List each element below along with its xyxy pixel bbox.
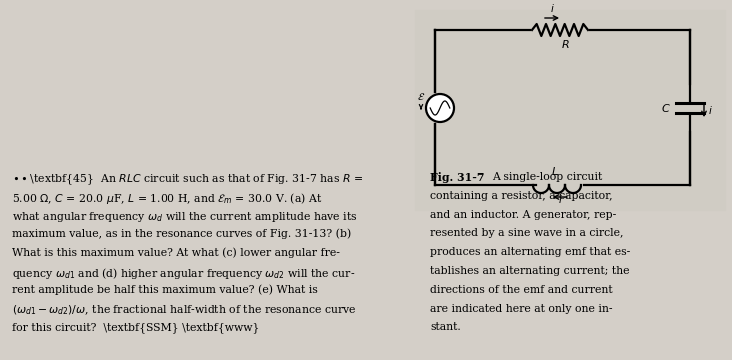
Circle shape — [426, 94, 454, 122]
Text: $\bullet\bullet$\textbf{45}  An $RLC$ circuit such as that of Fig. 31-7 has $R$ : $\bullet\bullet$\textbf{45} An $RLC$ cir… — [12, 172, 363, 186]
Text: $R$: $R$ — [561, 38, 569, 50]
Text: What is this maximum value? At what (c) lower angular fre-: What is this maximum value? At what (c) … — [12, 247, 340, 258]
Text: and an inductor. A generator, rep-: and an inductor. A generator, rep- — [430, 210, 616, 220]
Text: $i$: $i$ — [550, 2, 554, 14]
Text: $i$: $i$ — [708, 104, 713, 116]
Text: $L$: $L$ — [551, 165, 559, 177]
Text: $i$: $i$ — [558, 193, 562, 205]
Text: $C$: $C$ — [661, 102, 671, 114]
Text: for this circuit?  \textbf{SSM} \textbf{www}: for this circuit? \textbf{SSM} \textbf{w… — [12, 323, 259, 333]
Text: produces an alternating emf that es-: produces an alternating emf that es- — [430, 247, 630, 257]
Text: $\mathcal{E}$: $\mathcal{E}$ — [417, 91, 425, 102]
Text: stant.: stant. — [430, 323, 460, 332]
Bar — [415, 10, 725, 210]
Text: maximum value, as in the resonance curves of Fig. 31-13? (b): maximum value, as in the resonance curve… — [12, 228, 351, 239]
Text: directions of the emf and current: directions of the emf and current — [430, 285, 613, 295]
Text: A single-loop circuit: A single-loop circuit — [492, 172, 602, 182]
Text: what angular frequency $\omega_d$ will the current amplitude have its: what angular frequency $\omega_d$ will t… — [12, 210, 358, 224]
Text: are indicated here at only one in-: are indicated here at only one in- — [430, 303, 613, 314]
Text: Fig. 31‑7: Fig. 31‑7 — [430, 172, 492, 183]
Text: containing a resistor, a capacitor,: containing a resistor, a capacitor, — [430, 191, 613, 201]
Text: 5.00 $\Omega$, $C$ = 20.0 $\mu$F, $L$ = 1.00 H, and $\mathcal{E}_m$ = 30.0 V. (a: 5.00 $\Omega$, $C$ = 20.0 $\mu$F, $L$ = … — [12, 191, 322, 206]
Text: $(\omega_{d1} - \omega_{d2})/\omega$, the fractional half-width of the resonance: $(\omega_{d1} - \omega_{d2})/\omega$, th… — [12, 303, 356, 317]
Text: quency $\omega_{d1}$ and (d) higher angular frequency $\omega_{d2}$ will the cur: quency $\omega_{d1}$ and (d) higher angu… — [12, 266, 355, 281]
Text: resented by a sine wave in a circle,: resented by a sine wave in a circle, — [430, 228, 624, 238]
Text: tablishes an alternating current; the: tablishes an alternating current; the — [430, 266, 630, 276]
Text: rent amplitude be half this maximum value? (e) What is: rent amplitude be half this maximum valu… — [12, 285, 318, 295]
